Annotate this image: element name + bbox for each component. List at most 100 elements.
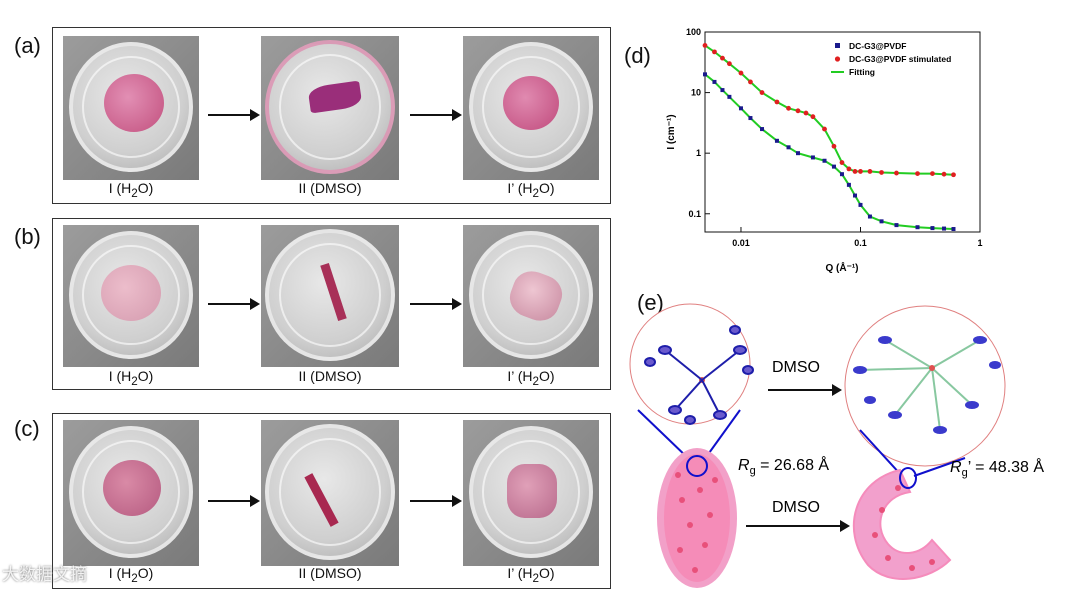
data-point-dc-g3 <box>720 88 725 93</box>
caption-state-2: II (DMSO) <box>298 565 362 581</box>
gel-disc <box>503 76 559 130</box>
data-point-dc-g3 <box>915 225 920 230</box>
dmso-label-bottom: DMSO <box>772 499 820 516</box>
highlight-ring <box>899 467 917 489</box>
x-tick-label: 0.1 <box>854 238 867 248</box>
data-point-dc-g3 <box>839 172 844 177</box>
legend-marker <box>834 56 841 62</box>
panel-c-frame: I (H2O) II (DMSO) I’ (H2O) <box>52 413 611 589</box>
photo-state-1 <box>63 225 199 367</box>
data-point-dc-g3 <box>712 79 717 84</box>
data-point-dc-g3 <box>879 219 884 224</box>
data-point-stimulated <box>852 169 858 174</box>
data-point-dc-g3 <box>951 227 956 232</box>
arrow <box>410 495 462 507</box>
y-tick-label: 100 <box>686 27 701 37</box>
dmso-label-top: DMSO <box>772 359 820 376</box>
gel-disc <box>507 464 557 518</box>
data-point-dc-g3 <box>774 138 779 143</box>
photo-state-3 <box>463 36 599 180</box>
panel-a-frame: I (H2O) II (DMSO) I’ (H2O) <box>52 27 611 204</box>
y-tick-label: 1 <box>696 148 701 158</box>
data-point-stimulated <box>894 170 899 176</box>
caption-state-3: I’ (H2O) <box>507 565 555 585</box>
data-point-stimulated <box>759 90 765 95</box>
data-point-stimulated <box>712 49 717 55</box>
data-point-dc-g3 <box>942 226 947 231</box>
data-point-dc-g3 <box>795 151 800 156</box>
caption-state-1: I (H2O) <box>108 565 154 585</box>
arrow <box>208 109 260 121</box>
photo-state-1 <box>63 420 199 566</box>
rg-label-compact: Rg = 26.68 Å <box>738 455 829 477</box>
watermark: 大数据文摘 <box>2 565 87 584</box>
dendrimer-compact-arms <box>644 325 754 425</box>
data-point-dc-g3 <box>786 145 791 150</box>
photo-state-1 <box>63 36 199 180</box>
rg-label-expanded: Rg’ = 48.38 Å <box>950 457 1044 479</box>
arrow <box>410 298 462 310</box>
data-point-dc-g3 <box>738 106 743 111</box>
highlight-ring <box>686 455 708 477</box>
data-point-stimulated <box>720 55 725 61</box>
y-tick-label: 10 <box>691 88 701 98</box>
x-axis-label: Q (Å⁻¹) <box>825 261 858 274</box>
y-tick-label: 0.1 <box>688 209 701 219</box>
arrow <box>410 109 462 121</box>
arrow <box>208 298 260 310</box>
data-point-dc-g3 <box>760 127 765 132</box>
panel-label-b: (b) <box>14 224 41 249</box>
caption-state-3: I’ (H2O) <box>507 180 555 200</box>
saxs-chart: 0.01 0.1 1 0.1 1 10 100 DC-G3@PVDF DC-G3@PVDF s… <box>666 27 983 274</box>
data-point-stimulated <box>803 110 809 116</box>
data-point-dc-g3 <box>867 214 872 219</box>
photo-state-3 <box>463 225 599 367</box>
caption-state-1: I (H2O) <box>108 368 154 388</box>
data-point-stimulated <box>748 79 753 85</box>
schematic: DMSO Rg = 26.68 Å DMSO Rg’ = 48.38 Å <box>629 303 1044 588</box>
petri-dish <box>469 231 593 359</box>
data-point-stimulated <box>774 99 780 105</box>
panel-label-a: (a) <box>14 33 41 58</box>
data-point-stimulated <box>702 43 708 48</box>
data-point-stimulated <box>810 114 816 120</box>
data-point-dc-g3 <box>703 72 707 77</box>
data-point-stimulated <box>951 172 956 178</box>
data-point-dc-g3 <box>894 223 899 228</box>
data-point-stimulated <box>879 170 884 175</box>
data-point-stimulated <box>726 61 732 67</box>
data-point-stimulated <box>786 105 791 111</box>
petri-dish <box>265 40 395 174</box>
data-point-stimulated <box>941 171 947 177</box>
data-point-dc-g3 <box>846 182 851 187</box>
x-tick-label: 0.01 <box>732 238 750 248</box>
data-point-dc-g3 <box>930 226 935 231</box>
data-point-stimulated <box>822 126 827 132</box>
petri-dish <box>69 42 193 172</box>
data-point-stimulated <box>738 70 744 76</box>
photo-state-2 <box>261 36 399 180</box>
data-point-stimulated <box>930 171 935 177</box>
panel-label-e: (e) <box>637 290 664 315</box>
petri-dish <box>265 424 395 560</box>
photo-state-3 <box>463 420 599 566</box>
panel-label-d: (d) <box>624 43 651 68</box>
gel-disc <box>103 460 161 516</box>
legend-label: Fitting <box>849 67 875 77</box>
data-point-dc-g3 <box>748 116 753 121</box>
data-point-dc-g3 <box>858 202 863 207</box>
data-point-stimulated <box>915 171 920 177</box>
petri-dish <box>69 231 193 359</box>
data-point-dc-g3 <box>727 94 732 99</box>
data-point-dc-g3 <box>831 164 836 169</box>
photo-state-2 <box>261 225 399 367</box>
gel-disc <box>101 265 161 321</box>
legend-label: DC-G3@PVDF <box>849 41 906 51</box>
caption-state-2: II (DMSO) <box>298 180 362 196</box>
panel-label-c: (c) <box>14 416 40 441</box>
dendrimer-expanded-arms <box>859 339 981 431</box>
caption-state-3: I’ (H2O) <box>507 368 555 388</box>
caption-state-2: II (DMSO) <box>298 368 362 384</box>
data-point-dc-g3 <box>853 193 858 198</box>
data-point-stimulated <box>858 169 863 174</box>
